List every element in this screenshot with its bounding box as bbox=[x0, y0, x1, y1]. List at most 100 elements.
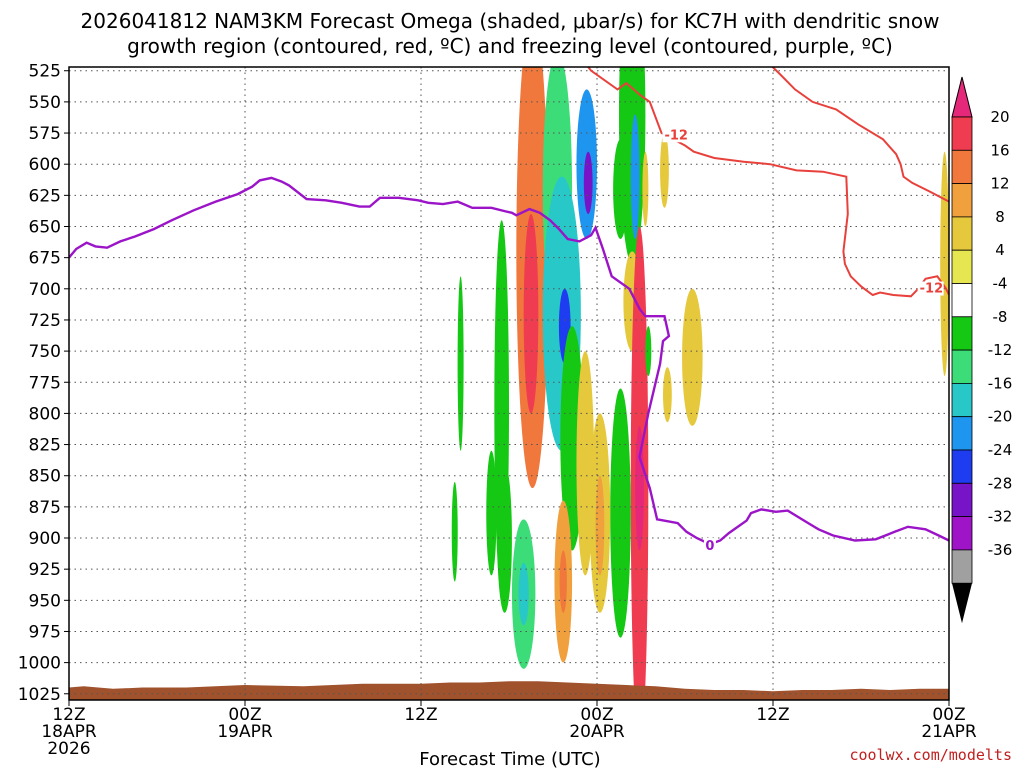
y-tick-label: 775 bbox=[29, 373, 61, 393]
grid-lines bbox=[69, 67, 949, 700]
omega-blob bbox=[486, 450, 497, 576]
y-tick-label: 675 bbox=[29, 249, 61, 269]
colorbar-label: 8 bbox=[995, 208, 1005, 226]
colorbar-label: -4 bbox=[993, 275, 1008, 293]
terrain-fill bbox=[69, 681, 949, 700]
dgz-contour-line bbox=[587, 67, 949, 298]
colorbar-segment bbox=[951, 116, 973, 151]
x-tick-label: 12Z bbox=[52, 705, 85, 725]
colorbar-label: -32 bbox=[988, 508, 1013, 526]
omega-blob bbox=[576, 351, 595, 576]
y-tick-label: 800 bbox=[29, 404, 61, 424]
colorbar-label: 4 bbox=[995, 241, 1005, 259]
title-line-2: growth region (contoured, red, ºC) and f… bbox=[127, 34, 893, 58]
contour-label-bg bbox=[703, 537, 716, 552]
y-tick-label: 750 bbox=[29, 342, 61, 362]
omega-blob bbox=[645, 326, 652, 377]
omega-shading bbox=[451, 67, 949, 700]
y-tick-label: 875 bbox=[29, 498, 61, 518]
colorbar-label: -12 bbox=[988, 341, 1013, 359]
y-tick-label: 900 bbox=[29, 529, 61, 549]
x-tick-label: 00Z bbox=[932, 705, 965, 725]
omega-blob bbox=[610, 388, 631, 638]
freezing-level-line bbox=[69, 176, 949, 546]
x-tick-label: 20APR bbox=[569, 722, 625, 742]
colorbar-label: -36 bbox=[988, 541, 1013, 559]
plot-area: -12 -12 0 bbox=[69, 67, 949, 700]
colorbar-segment bbox=[951, 149, 973, 185]
contour-label-bg bbox=[917, 281, 944, 296]
colorbar-segment bbox=[951, 349, 973, 384]
x-tick-label: 21APR bbox=[921, 722, 977, 742]
omega-blob bbox=[457, 276, 464, 451]
x-tick-label: 2026 bbox=[47, 739, 90, 759]
x-axis-label: Forecast Time (UTC) bbox=[419, 749, 600, 768]
omega-blob bbox=[940, 151, 949, 377]
contour-lines: -12 -12 0 bbox=[69, 67, 949, 554]
omega-blob bbox=[451, 481, 458, 582]
omega-blob bbox=[663, 367, 672, 423]
contour-label-bg bbox=[662, 128, 689, 143]
y-tick-label: 625 bbox=[29, 186, 61, 206]
colorbar-segment bbox=[951, 482, 973, 517]
colorbar-label: -20 bbox=[988, 408, 1013, 426]
x-tick-label: 12Z bbox=[756, 705, 789, 725]
colorbar-label: 12 bbox=[990, 175, 1009, 193]
dgz-contour-label: -12 bbox=[920, 282, 944, 297]
colorbar-label: 20 bbox=[990, 108, 1009, 126]
omega-blob bbox=[635, 425, 644, 551]
x-tick-label: 12Z bbox=[404, 705, 437, 725]
omega-blob bbox=[518, 562, 529, 626]
y-tick-label: 550 bbox=[29, 93, 61, 113]
y-tick-label: 1000 bbox=[18, 654, 61, 674]
omega-blob bbox=[642, 151, 649, 227]
freezing-contour-label: 0 bbox=[705, 539, 714, 554]
dgz-contour-line bbox=[771, 67, 949, 203]
colorbar-segment bbox=[951, 516, 973, 551]
omega-blob bbox=[660, 133, 669, 208]
y-tick-label: 525 bbox=[29, 62, 61, 82]
colorbar-label: 16 bbox=[990, 141, 1009, 159]
colorbar-label: -16 bbox=[988, 374, 1013, 392]
colorbar-label: -8 bbox=[993, 308, 1008, 326]
omega-blob bbox=[613, 139, 628, 239]
y-tick-label: 700 bbox=[29, 280, 61, 300]
title-line-1: 2026041812 NAM3KM Forecast Omega (shaded… bbox=[81, 9, 940, 33]
colorbar-top-arrow bbox=[951, 76, 973, 118]
x-tick-label: 00Z bbox=[580, 705, 613, 725]
colorbar-segment bbox=[951, 183, 973, 218]
credit-text: coolwx.com/modelts bbox=[849, 746, 1012, 764]
omega-blob bbox=[583, 151, 593, 215]
colorbar-segment bbox=[951, 249, 973, 284]
y-tick-label: 825 bbox=[29, 436, 61, 456]
colorbar-bottom-arrow bbox=[952, 583, 972, 624]
ground-terrain bbox=[69, 681, 949, 700]
omega-blob bbox=[523, 214, 539, 414]
y-tick-label: 975 bbox=[29, 622, 61, 642]
colorbar-label: -28 bbox=[988, 474, 1013, 492]
x-tick-label: 00Z bbox=[228, 705, 261, 725]
y-tick-label: 925 bbox=[29, 560, 61, 580]
plot-frame bbox=[68, 66, 950, 701]
colorbar-segment bbox=[951, 416, 973, 451]
y-axis-ticks: 525 550 575 600 625 650 675 700 725 750 775 800 825 8… bbox=[18, 62, 69, 705]
omega-blob bbox=[559, 550, 567, 613]
colorbar: 20 16 12 8 4 -4 -8 -12 -16 -20 -24 -28 -32 -36 bbox=[951, 76, 1013, 624]
colorbar-label: -24 bbox=[988, 441, 1013, 459]
omega-blob bbox=[630, 114, 640, 239]
colorbar-segment bbox=[951, 316, 973, 351]
y-tick-label: 950 bbox=[29, 591, 61, 611]
colorbar-segment bbox=[951, 449, 973, 484]
y-tick-label: 725 bbox=[29, 311, 61, 331]
y-tick-label: 575 bbox=[29, 124, 61, 144]
y-tick-label: 1025 bbox=[18, 685, 61, 705]
omega-blob bbox=[595, 475, 605, 576]
y-tick-label: 600 bbox=[29, 155, 61, 175]
y-tick-label: 650 bbox=[29, 217, 61, 237]
colorbar-segment bbox=[951, 549, 973, 584]
colorbar-segment bbox=[951, 283, 973, 318]
colorbar-segment bbox=[951, 382, 973, 418]
y-tick-label: 850 bbox=[29, 467, 61, 487]
